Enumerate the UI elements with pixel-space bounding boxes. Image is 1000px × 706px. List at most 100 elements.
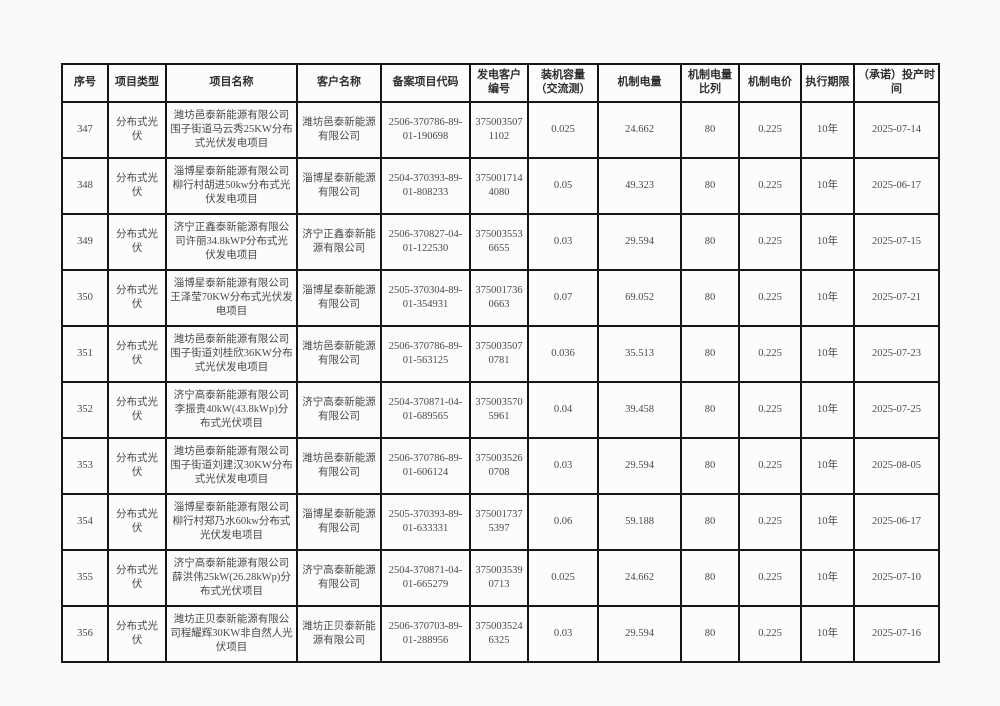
- table-cell: 2504-370871-04-01-665279: [380, 549, 471, 607]
- table-cell: 济宁高泰新能源有限公司李振贵40kW(43.8kWp)分布式光伏项目: [165, 381, 298, 439]
- table-cell: 349: [61, 213, 109, 271]
- table-cell: 淄博星泰新能源有限公司柳行村胡进50kw分布式光伏发电项目: [165, 157, 298, 215]
- table-cell: 济宁正鑫泰新能源有限公司: [296, 213, 382, 271]
- table-cell: 淄博星泰新能源有限公司王泽莹70KW分布式光伏发电项目: [165, 269, 298, 327]
- table-cell: 80: [680, 325, 740, 383]
- table-cell: 潍坊邑泰新能源有限公司: [296, 437, 382, 495]
- table-cell: 0.03: [527, 605, 599, 663]
- table-cell: 0.04: [527, 381, 599, 439]
- table-cell: 29.594: [597, 605, 682, 663]
- table-cell: 24.662: [597, 549, 682, 607]
- table-cell: 2025-07-21: [853, 269, 940, 327]
- table-cell: 0.225: [738, 437, 802, 495]
- table-cell: 80: [680, 213, 740, 271]
- column-header-installed-capacity: 装机容量（交流测）: [527, 63, 599, 103]
- column-header-project-code: 备案项目代码: [380, 63, 471, 103]
- table-cell: 0.025: [527, 101, 599, 159]
- table-cell: 分布式光伏: [107, 549, 167, 607]
- table-row: 354 分布式光伏 淄博星泰新能源有限公司柳行村郑乃水60kw分布式光伏发电项目 淄博…: [61, 493, 940, 551]
- table-cell: 分布式光伏: [107, 493, 167, 551]
- column-header-mechanism-energy-ratio: 机制电量比列: [680, 63, 740, 103]
- table-cell: 347: [61, 101, 109, 159]
- table-cell: 2025-08-05: [853, 437, 940, 495]
- table-cell: 10年: [800, 101, 855, 159]
- column-header-project-type: 项目类型: [107, 63, 167, 103]
- table-cell: 29.594: [597, 213, 682, 271]
- table-row: 353 分布式光伏 潍坊邑泰新能源有限公司围子街道刘建汉30KW分布式光伏发电项目潍…: [61, 437, 940, 495]
- table-cell: 潍坊邑泰新能源有限公司围子街道刘桂欣36KW分布式光伏发电项目: [165, 325, 298, 383]
- table-cell: 355: [61, 549, 109, 607]
- table-cell: 3750017144080: [469, 157, 529, 215]
- table-cell: 0.225: [738, 269, 802, 327]
- table-cell: 348: [61, 157, 109, 215]
- table-cell: 分布式光伏: [107, 101, 167, 159]
- table-cell: 80: [680, 101, 740, 159]
- table-cell: 0.225: [738, 381, 802, 439]
- table-row: 347 分布式光伏 潍坊邑泰新能源有限公司围子街道马云秀25KW分布式光伏发电项目潍…: [61, 101, 940, 159]
- table-cell: 80: [680, 605, 740, 663]
- table-cell: 0.225: [738, 493, 802, 551]
- table-cell: 10年: [800, 605, 855, 663]
- table-cell: 10年: [800, 549, 855, 607]
- table-cell: 2025-07-25: [853, 381, 940, 439]
- table-cell: 0.225: [738, 549, 802, 607]
- table-cell: 35.513: [597, 325, 682, 383]
- table-cell: 353: [61, 437, 109, 495]
- table-cell: 济宁高泰新能源有限公司: [296, 549, 382, 607]
- table-row: 348 分布式光伏 淄博星泰新能源有限公司柳行村胡进50kw分布式光伏发电项目 淄博星…: [61, 157, 940, 215]
- table-cell: 10年: [800, 437, 855, 495]
- table-cell: 0.225: [738, 213, 802, 271]
- column-header-mechanism-price: 机制电价: [738, 63, 802, 103]
- table-cell: 59.188: [597, 493, 682, 551]
- table-cell: 潍坊邑泰新能源有限公司: [296, 101, 382, 159]
- column-header-execution-period: 执行期限: [800, 63, 855, 103]
- table-row: 349 分布式光伏 济宁正鑫泰新能源有限公司许丽34.8kWP分布式光伏发电项目 济宁…: [61, 213, 940, 271]
- table-cell: 分布式光伏: [107, 325, 167, 383]
- table-cell: 潍坊邑泰新能源有限公司围子街道刘建汉30KW分布式光伏发电项目: [165, 437, 298, 495]
- column-header-commissioning-date: （承诺）投产时间: [853, 63, 940, 103]
- table-cell: 0.05: [527, 157, 599, 215]
- table-cell: 0.03: [527, 213, 599, 271]
- table-cell: 352: [61, 381, 109, 439]
- table-cell: 0.036: [527, 325, 599, 383]
- table-cell: 2025-07-10: [853, 549, 940, 607]
- table-cell: 80: [680, 549, 740, 607]
- table-cell: 3750017375397: [469, 493, 529, 551]
- table-cell: 2025-07-14: [853, 101, 940, 159]
- table-cell: 2506-370786-89-01-606124: [380, 437, 471, 495]
- table-cell: 80: [680, 269, 740, 327]
- table-cell: 80: [680, 437, 740, 495]
- table-body: 347 分布式光伏 潍坊邑泰新能源有限公司围子街道马云秀25KW分布式光伏发电项目潍…: [61, 101, 940, 663]
- table-cell: 10年: [800, 157, 855, 215]
- table-cell: 淄博星泰新能源有限公司: [296, 157, 382, 215]
- table-cell: 354: [61, 493, 109, 551]
- table-cell: 10年: [800, 325, 855, 383]
- table-row: 350 分布式光伏 淄博星泰新能源有限公司王泽莹70KW分布式光伏发电项目 淄博星泰新…: [61, 269, 940, 327]
- table-cell: 10年: [800, 381, 855, 439]
- column-header-serial-number: 序号: [61, 63, 109, 103]
- table-cell: 10年: [800, 213, 855, 271]
- table-cell: 2504-370393-89-01-808233: [380, 157, 471, 215]
- column-header-customer-name: 客户名称: [296, 63, 382, 103]
- table-cell: 3750035260708: [469, 437, 529, 495]
- table-cell: 2025-07-23: [853, 325, 940, 383]
- table-cell: 2506-370786-89-01-190698: [380, 101, 471, 159]
- table-cell: 2025-06-17: [853, 157, 940, 215]
- table-cell: 0.07: [527, 269, 599, 327]
- table-cell: 2025-07-16: [853, 605, 940, 663]
- table-cell: 潍坊邑泰新能源有限公司: [296, 325, 382, 383]
- table-cell: 淄博星泰新能源有限公司: [296, 269, 382, 327]
- table-cell: 3750035705961: [469, 381, 529, 439]
- table-cell: 0.225: [738, 101, 802, 159]
- table-cell: 潍坊正贝泰新能源有限公司: [296, 605, 382, 663]
- table-cell: 69.052: [597, 269, 682, 327]
- column-header-mechanism-energy: 机制电量: [597, 63, 682, 103]
- table-cell: 2504-370871-04-01-689565: [380, 381, 471, 439]
- table-cell: 2506-370786-89-01-563125: [380, 325, 471, 383]
- table-cell: 0.025: [527, 549, 599, 607]
- table-cell: 0.225: [738, 325, 802, 383]
- table-cell: 3750035071102: [469, 101, 529, 159]
- table-cell: 2505-370393-89-01-633331: [380, 493, 471, 551]
- table-cell: 3750035390713: [469, 549, 529, 607]
